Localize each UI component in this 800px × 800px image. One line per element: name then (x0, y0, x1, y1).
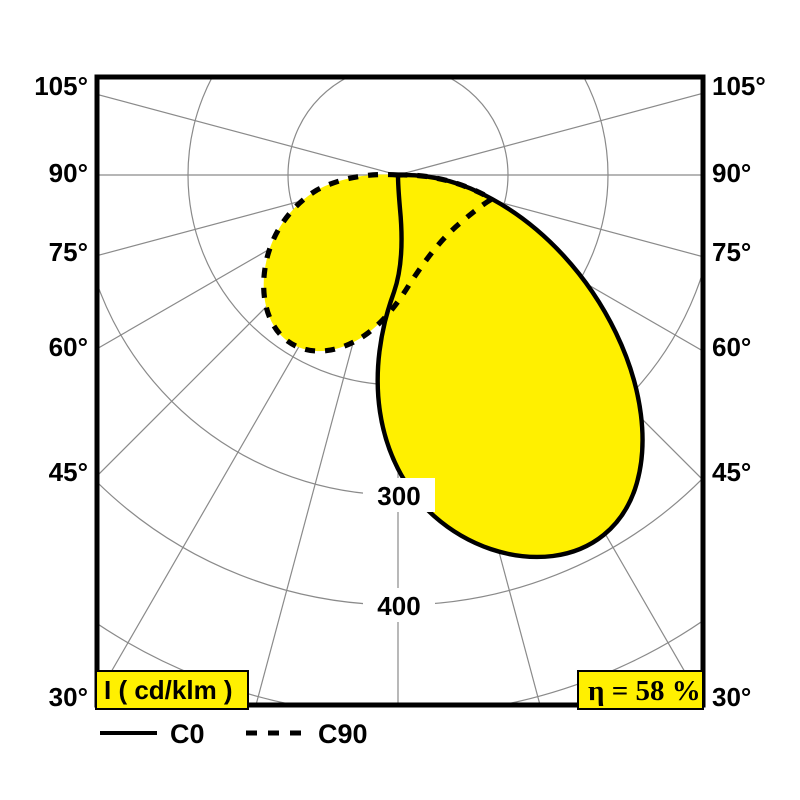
grid-spoke-75l (97, 174, 399, 257)
efficiency-badge-background (577, 670, 704, 710)
left-axis-label-90: 90° (49, 158, 88, 188)
units-badge: I ( cd/klm ) (95, 670, 249, 710)
right-axis-label-105: 105° (712, 71, 766, 101)
efficiency-badge-label: η = 58 % (588, 675, 701, 707)
radial-label-bg-300 (363, 478, 435, 512)
left-axis-label-75: 75° (49, 237, 88, 267)
right-axis-label-75: 75° (712, 237, 751, 267)
curve-c0 (375, 172, 645, 560)
plot-frame (94, 74, 706, 708)
legend-label-c90: C90 (318, 719, 368, 749)
right-axis-label-45: 45° (712, 457, 751, 487)
distribution-curves (261, 171, 645, 560)
left-axis-label-105: 105° (34, 71, 88, 101)
legend: C0 C90 (100, 719, 368, 749)
grid-spoke-105r (397, 92, 703, 176)
left-axis-label-60: 60° (49, 332, 88, 362)
legend-label-c0: C0 (170, 719, 205, 749)
left-axis-label-45: 45° (49, 457, 88, 487)
units-badge-label: I ( cd/klm ) (104, 675, 233, 705)
efficiency-badge: η = 58 % (577, 670, 704, 710)
radial-label-300: 300 (377, 481, 420, 511)
right-axis-label-60: 60° (712, 332, 751, 362)
units-badge-background (95, 670, 249, 710)
radial-label-400: 400 (377, 591, 420, 621)
left-axis-label-30: 30° (49, 682, 88, 712)
grid-spoke-75r (397, 174, 703, 258)
radial-label-bg-400 (363, 588, 435, 622)
right-axis-label-30: 30° (712, 682, 751, 712)
luminous-fill-area (263, 174, 643, 557)
grid-spoke-105l (97, 93, 399, 176)
right-axis-label-90: 90° (712, 158, 751, 188)
